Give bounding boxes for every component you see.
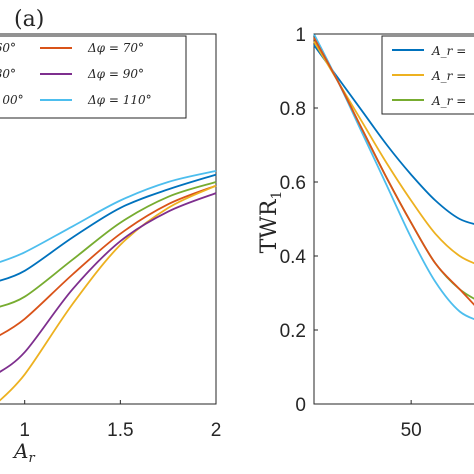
series-line-a-2 <box>0 184 217 402</box>
legend-label-a-3: Δφ = 90° <box>87 67 144 81</box>
legend-a: Δφ = 60° Δφ = 70° Δφ = 80° Δφ = 90° Δφ = 100… <box>0 35 187 119</box>
x-tick-label-a-2: 2 <box>211 420 222 441</box>
x-axis-label-a: Ar <box>12 439 35 466</box>
series-line-a-0 <box>0 173 217 282</box>
series-line-a-5 <box>0 170 217 263</box>
legend-label-a-1: Δφ = 70° <box>87 41 144 55</box>
legend-label-a-5: Δφ = 110° <box>87 93 152 107</box>
series-line-a-4 <box>0 181 217 308</box>
x-ticks-a: 1 1.5 2 <box>19 400 221 441</box>
series-line-a-3 <box>0 192 217 373</box>
chart-panel-a: 11.52 Δφ = 60°Δφ = 70°Δφ = 80°Δφ = 90°Δφ… <box>0 33 221 466</box>
y-axis-label-b: TWR1 <box>257 191 285 254</box>
y-tick-label-b-0: 0 <box>295 395 306 416</box>
plot-frame-b <box>313 33 474 405</box>
chart-panel-b: 0 0.2 0.4 0.6 0.8 1 50 A_r = A_r = A_r = TWR1 <box>257 25 474 441</box>
y-tick-label-b-4: 0.8 <box>280 99 306 120</box>
legend-b: A_r = A_r = A_r = <box>381 35 474 115</box>
y-tick-label-b-5: 1 <box>295 25 306 46</box>
series-lines-a <box>0 170 217 402</box>
legend-label-b-2: A_r = <box>431 94 466 108</box>
legend-box-a <box>0 35 187 119</box>
legend-label-a-4: Δφ = 100° <box>0 93 24 107</box>
y-tick-label-b-3: 0.6 <box>280 173 306 194</box>
series-line-b-0 <box>313 44 474 225</box>
x-tick-label-a-0: 1 <box>19 420 30 441</box>
y-tick-label-b-2: 0.4 <box>280 247 307 268</box>
legend-label-a-2: Δφ = 80° <box>0 67 16 81</box>
x-tick-label-a-1: 1.5 <box>107 420 133 441</box>
legend-label-a-0: Δφ = 60° <box>0 41 16 55</box>
y-tick-label-b-1: 0.2 <box>280 321 306 342</box>
panel-label: (a) <box>14 7 44 32</box>
legend-label-b-1: A_r = <box>431 69 466 83</box>
x-tick-label-b-0: 50 <box>401 420 422 441</box>
plot-frame-a <box>0 33 217 405</box>
ticks-b: 0 0.2 0.4 0.6 0.8 1 50 <box>280 25 422 441</box>
series-line-a-1 <box>0 184 217 337</box>
legend-label-b-0: A_r = <box>431 44 466 58</box>
series-lines-b <box>313 33 474 321</box>
series-line-b-4 <box>313 37 474 306</box>
